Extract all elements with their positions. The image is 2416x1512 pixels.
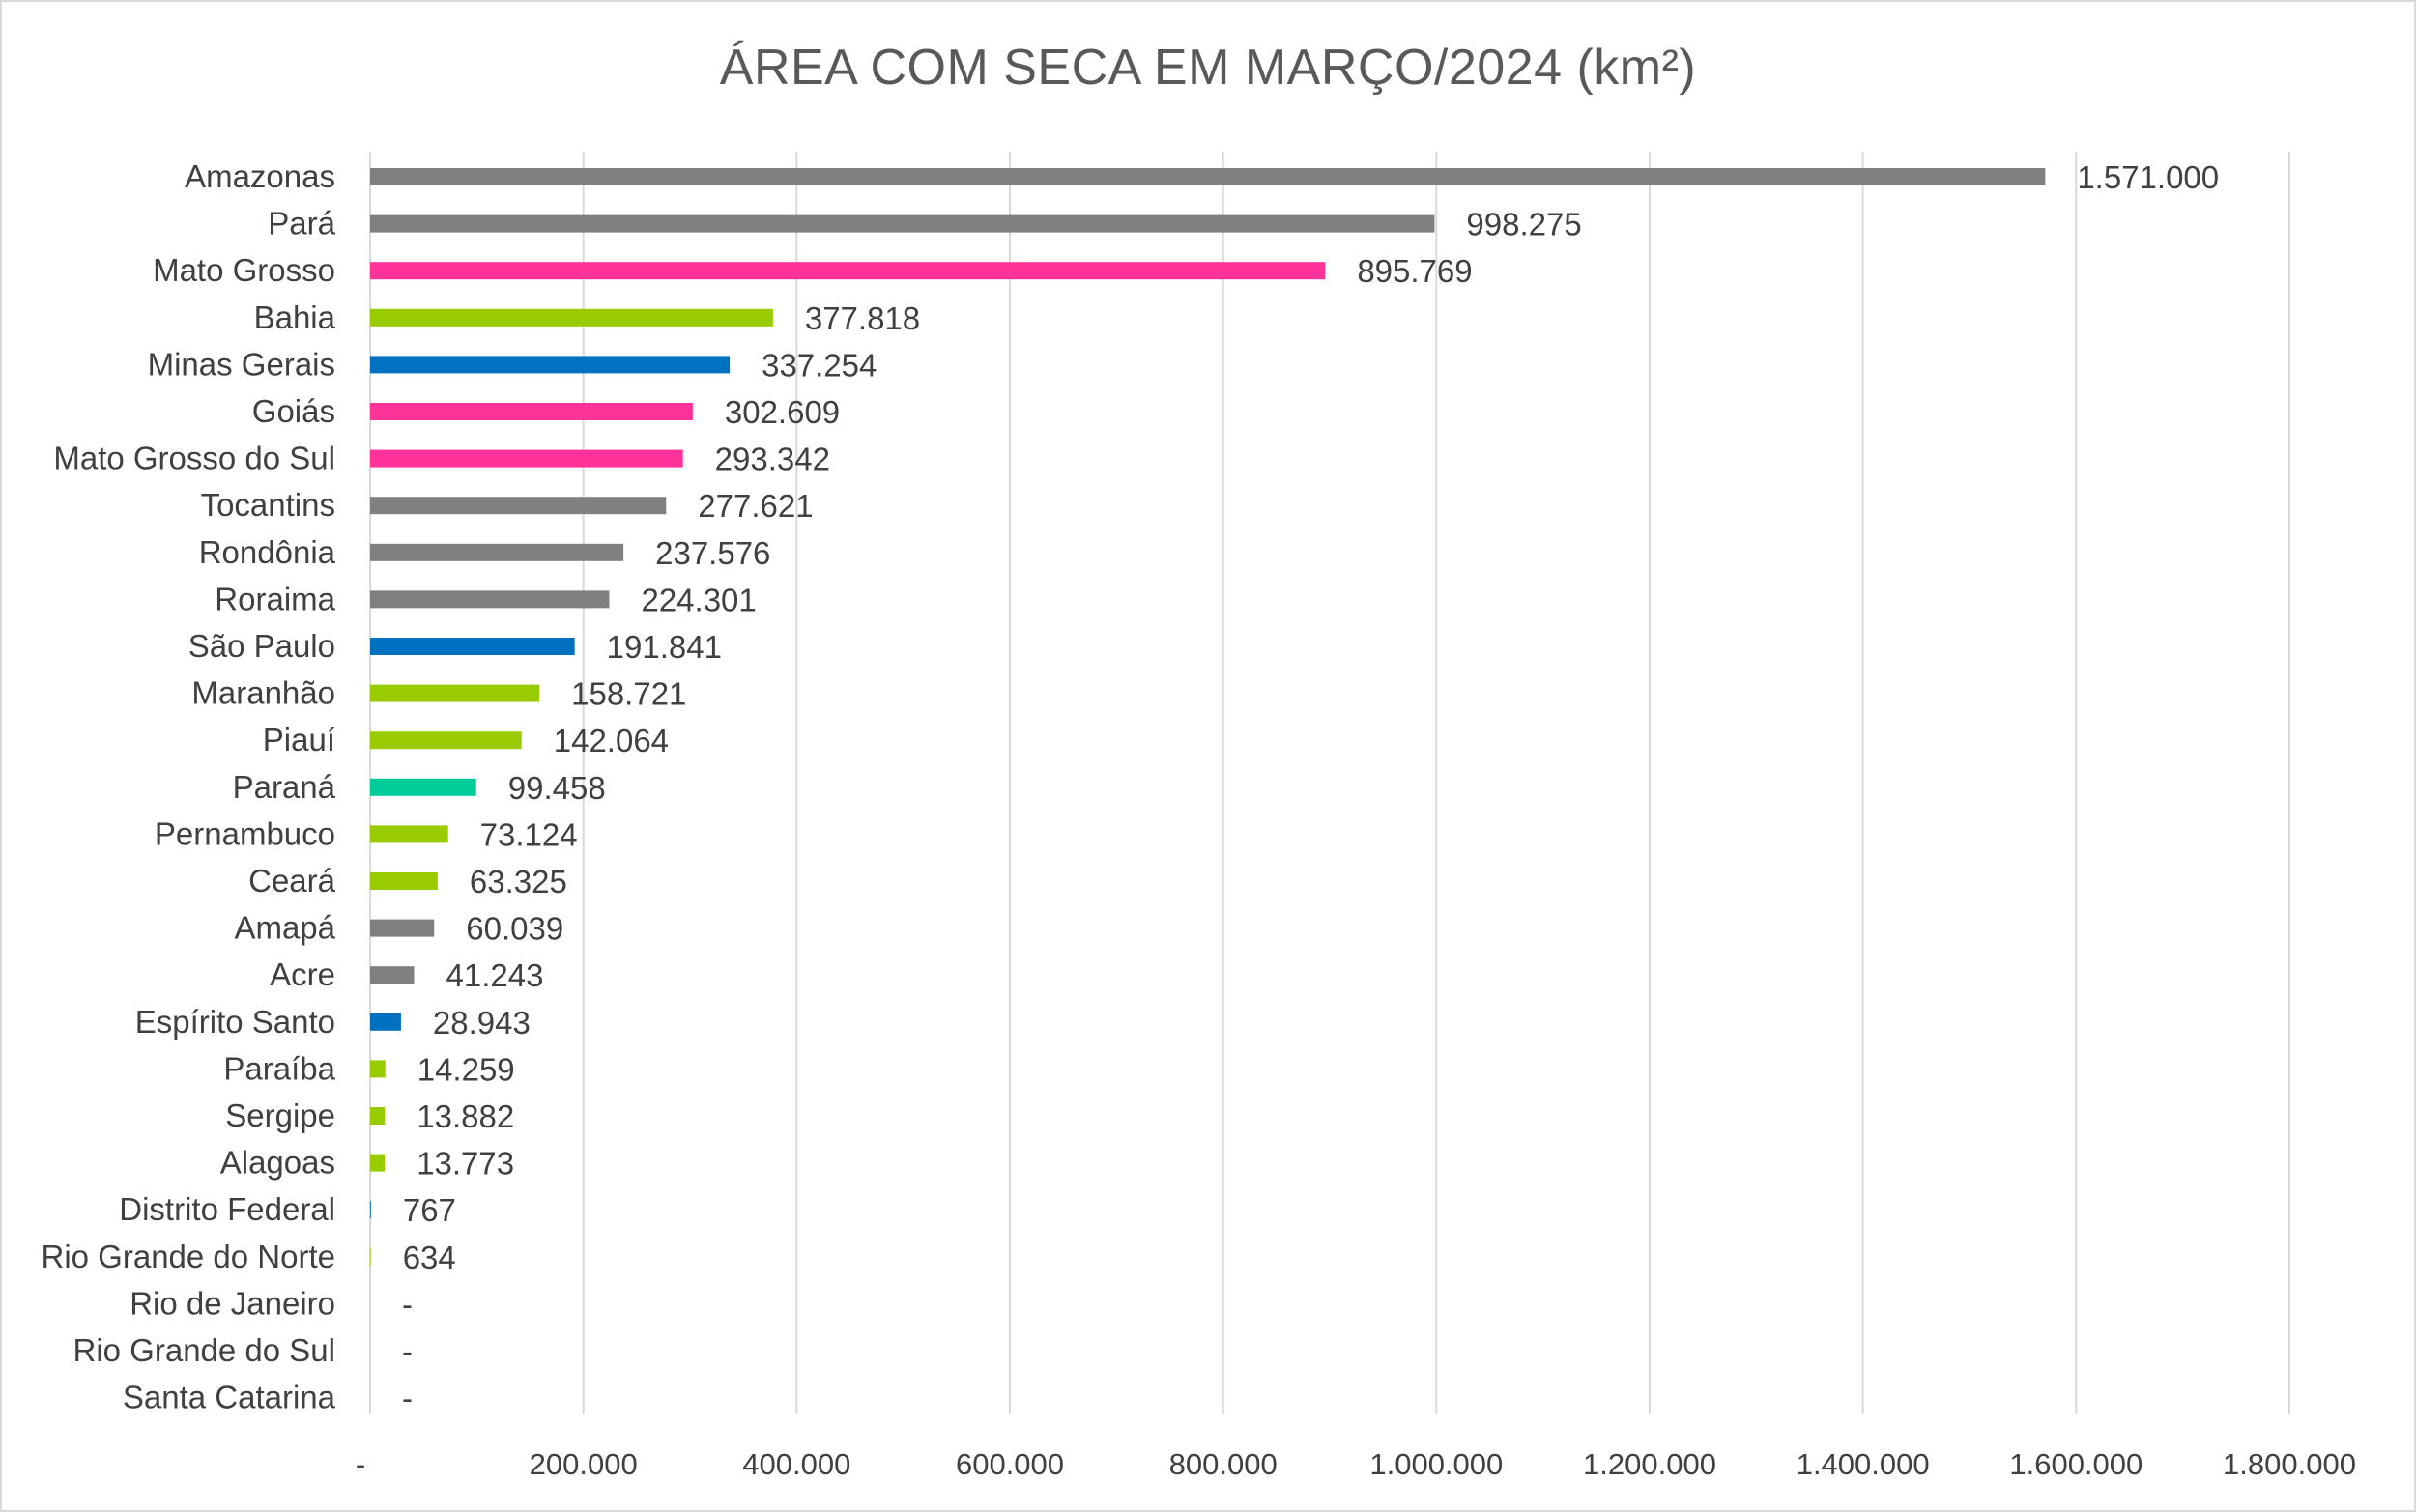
bar (370, 1247, 371, 1266)
bar (370, 497, 667, 515)
category-label: Alagoas (220, 1145, 335, 1181)
x-tick-label: 1.400.000 (1797, 1447, 1930, 1481)
bar (370, 1201, 371, 1219)
category-label: Paraíba (223, 1050, 335, 1086)
bar (370, 308, 773, 327)
category-label: Bahia (254, 300, 336, 335)
data-label: 142.064 (554, 723, 669, 758)
bar (370, 684, 540, 702)
data-label: - (402, 1286, 413, 1322)
category-label: Espírito Santo (135, 1004, 335, 1040)
bar (370, 919, 435, 937)
chart-title: ÁREA COM SECA EM MARÇO/2024 (km²) (719, 40, 1697, 96)
data-label: 634 (403, 1240, 456, 1275)
x-tick-label: 600.000 (956, 1447, 1064, 1481)
data-label: 41.243 (446, 957, 544, 993)
data-label: 99.458 (508, 770, 606, 806)
bar (370, 403, 693, 420)
data-label: 28.943 (433, 1005, 531, 1041)
data-label: 1.571.000 (2077, 159, 2219, 195)
category-label: Distrito Federal (119, 1191, 335, 1227)
category-label: Minas Gerais (148, 346, 335, 382)
data-label: - (402, 1333, 413, 1369)
category-label: Santa Catarina (123, 1380, 336, 1415)
data-label: 237.576 (655, 535, 770, 571)
category-label: Ceará (248, 863, 336, 899)
bar (370, 825, 448, 843)
x-tick-label: 400.000 (742, 1447, 850, 1481)
data-label: 73.124 (480, 816, 578, 852)
data-label: 60.039 (466, 911, 563, 947)
category-label: Amapá (234, 910, 335, 946)
data-label: 13.882 (417, 1098, 514, 1134)
category-label: Acre (270, 956, 335, 992)
bar (370, 262, 1326, 280)
data-label: 13.773 (417, 1146, 514, 1182)
category-label: Piauí (263, 722, 335, 757)
x-tick-label: 1.800.000 (2223, 1447, 2356, 1481)
data-label: 293.342 (715, 442, 830, 477)
bar (370, 449, 683, 468)
data-label: 337.254 (762, 347, 877, 383)
data-label: 998.275 (1466, 207, 1581, 242)
bar (370, 214, 1435, 233)
category-label: Rio de Janeiro (129, 1285, 335, 1321)
x-tick-label: - (356, 1447, 365, 1481)
category-label: Paraná (233, 769, 336, 805)
bar (370, 1060, 386, 1078)
bar (370, 356, 731, 374)
category-label: Maranhão (191, 675, 335, 711)
category-label: Rondônia (199, 534, 336, 570)
category-label: Pará (268, 206, 335, 242)
bar (370, 638, 575, 655)
data-label: 767 (403, 1192, 456, 1228)
data-label: 191.841 (607, 629, 722, 665)
category-label: Roraima (215, 581, 335, 616)
x-tick-label: 1.200.000 (1583, 1447, 1716, 1481)
bar (370, 543, 624, 561)
category-label: São Paulo (188, 628, 335, 664)
category-label: Sergipe (225, 1098, 335, 1133)
data-label: 158.721 (571, 676, 686, 712)
category-label: Tocantins (201, 487, 335, 523)
data-label: 277.621 (698, 488, 813, 524)
x-tick-label: 1.000.000 (1369, 1447, 1503, 1481)
data-label: 895.769 (1357, 253, 1472, 289)
bar (370, 731, 522, 750)
bar (370, 778, 476, 796)
x-tick-label: 200.000 (530, 1447, 638, 1481)
data-label: 377.818 (805, 300, 920, 336)
x-tick-label: 1.600.000 (2009, 1447, 2143, 1481)
category-label: Rio Grande do Norte (42, 1239, 336, 1274)
data-label: - (402, 1381, 413, 1416)
bar (370, 168, 2046, 185)
bar (370, 590, 610, 609)
data-label: 63.325 (470, 864, 567, 899)
category-label: Amazonas (185, 158, 335, 194)
bar (370, 872, 438, 890)
bar (370, 966, 415, 984)
bar (370, 1154, 386, 1172)
bar (370, 1013, 401, 1031)
bar (370, 1107, 386, 1125)
category-label: Mato Grosso do Sul (53, 441, 335, 476)
x-tick-label: 800.000 (1169, 1447, 1278, 1481)
category-label: Goiás (252, 393, 335, 429)
category-label: Rio Grande do Sul (73, 1332, 336, 1368)
category-label: Mato Grosso (153, 252, 335, 288)
data-label: 302.609 (725, 394, 840, 430)
data-label: 224.301 (641, 582, 756, 617)
category-label: Pernambuco (155, 815, 335, 851)
data-label: 14.259 (417, 1051, 515, 1087)
